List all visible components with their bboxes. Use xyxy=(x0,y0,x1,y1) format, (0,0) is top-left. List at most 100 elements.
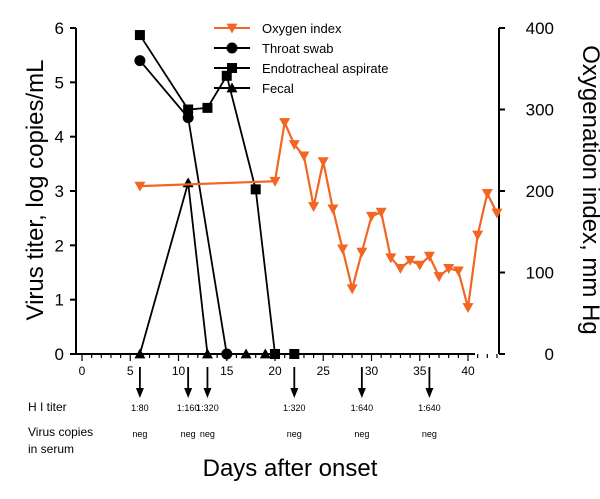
data-point xyxy=(288,140,300,151)
data-point xyxy=(201,348,213,359)
serum-copies-value: neg xyxy=(132,429,147,439)
data-point xyxy=(182,177,194,188)
x-tick-label: 10 xyxy=(172,364,186,378)
hi-titer-value: 1:320 xyxy=(196,403,219,413)
right-tick-label: 400 xyxy=(526,19,554,38)
data-point xyxy=(183,104,194,115)
data-point xyxy=(308,202,320,212)
right-tick-label: 100 xyxy=(526,264,554,283)
hi-titer-value: 1:320 xyxy=(283,403,306,413)
data-point xyxy=(270,349,280,359)
x-tick-label: 35 xyxy=(413,364,427,378)
arrow-head xyxy=(184,388,193,398)
left-tick-label: 6 xyxy=(55,19,64,38)
x-tick-label: 5 xyxy=(127,364,134,378)
hi-titer-value: 1:640 xyxy=(418,403,441,413)
data-point xyxy=(337,244,349,255)
arrow-head xyxy=(357,388,366,398)
legend-marker xyxy=(227,63,237,73)
data-point xyxy=(134,348,146,359)
left-tick-label: 3 xyxy=(55,182,64,201)
x-axis-title: Days after onset xyxy=(203,455,378,482)
data-point xyxy=(472,230,484,241)
data-point xyxy=(452,266,464,277)
hi-titer-row-label: H I titer xyxy=(28,400,67,414)
arrow-head xyxy=(135,388,144,398)
legend-marker xyxy=(226,23,238,34)
hi-titer-value: 1:160 xyxy=(177,403,200,413)
legend-label: Fecal xyxy=(262,81,294,96)
left-tick-label: 4 xyxy=(55,128,64,147)
data-point xyxy=(462,303,474,314)
data-point xyxy=(443,264,455,274)
data-point xyxy=(414,260,426,271)
y-axis-left-title: Virus titer, log copies/mL xyxy=(22,59,49,320)
series-layer xyxy=(134,30,503,360)
arrow-head xyxy=(203,388,212,398)
x-tick-label: 15 xyxy=(220,364,234,378)
data-point xyxy=(356,247,368,258)
legend-marker xyxy=(226,82,238,93)
serum-copies-value: neg xyxy=(354,429,369,439)
onset-arrow xyxy=(425,367,434,398)
legend-label: Oxygen index xyxy=(262,21,342,36)
data-point xyxy=(269,176,281,187)
data-point xyxy=(279,118,291,129)
right-tick-label: 300 xyxy=(526,101,554,120)
legend-marker xyxy=(226,42,238,54)
x-tick-label: 25 xyxy=(317,364,331,378)
onset-arrow xyxy=(184,367,193,398)
legend-item: Endotracheal aspirate xyxy=(214,61,388,76)
left-ticks: 0 1 2 3 4 5 6 xyxy=(55,19,76,364)
data-point xyxy=(240,348,252,359)
serum-copies-value: neg xyxy=(287,429,302,439)
data-point xyxy=(317,157,329,168)
data-point xyxy=(433,272,445,283)
legend-item: Fecal xyxy=(214,81,294,96)
legend-label: Throat swab xyxy=(262,41,334,56)
data-point xyxy=(491,208,503,219)
serum-row-label-line1: Virus copies xyxy=(28,425,93,439)
data-point xyxy=(327,204,339,215)
data-point xyxy=(394,264,406,274)
legend-label: Endotracheal aspirate xyxy=(262,61,388,76)
right-ticks: 0 100 200 300 400 xyxy=(499,19,554,364)
arrow-head xyxy=(290,388,299,398)
data-point xyxy=(182,112,194,124)
data-point xyxy=(250,184,261,195)
data-point xyxy=(221,70,232,81)
data-point xyxy=(289,349,300,359)
data-point xyxy=(366,211,377,222)
annotations: H I titer Virus copies in serum 1:80 1:16… xyxy=(28,367,441,456)
data-point xyxy=(375,207,387,218)
arrow-head xyxy=(425,388,434,398)
onset-arrow xyxy=(290,367,299,398)
x-tick-label: 30 xyxy=(365,364,379,378)
left-tick-label: 2 xyxy=(55,236,64,255)
left-tick-label: 0 xyxy=(55,345,64,364)
serum-row-label-line2: in serum xyxy=(28,442,74,456)
x-tick-label: 40 xyxy=(461,364,475,378)
serum-copies-value: neg xyxy=(181,429,196,439)
series-fecal xyxy=(134,177,271,359)
y-axis-right-title: Oxygenation index, mm Hg xyxy=(577,45,600,334)
data-point xyxy=(134,55,146,67)
data-point xyxy=(298,151,310,162)
data-point xyxy=(423,251,435,262)
data-point xyxy=(134,181,146,192)
legend: Oxygen index Throat swab Endotracheal aspi… xyxy=(214,21,388,96)
data-point xyxy=(385,253,397,264)
right-tick-label: 0 xyxy=(545,345,554,364)
x-ticks: 0 5 10 15 20 25 30 35 40 xyxy=(79,354,498,378)
right-tick-label: 200 xyxy=(526,182,554,201)
data-point xyxy=(202,102,213,113)
onset-arrow xyxy=(203,367,212,398)
hi-titer-value: 1:640 xyxy=(351,403,374,413)
data-point xyxy=(134,30,145,41)
series-oxygen-index xyxy=(134,118,503,314)
onset-arrow xyxy=(357,367,366,398)
onset-arrow xyxy=(135,367,144,398)
data-point xyxy=(481,189,493,199)
data-point xyxy=(346,284,358,295)
